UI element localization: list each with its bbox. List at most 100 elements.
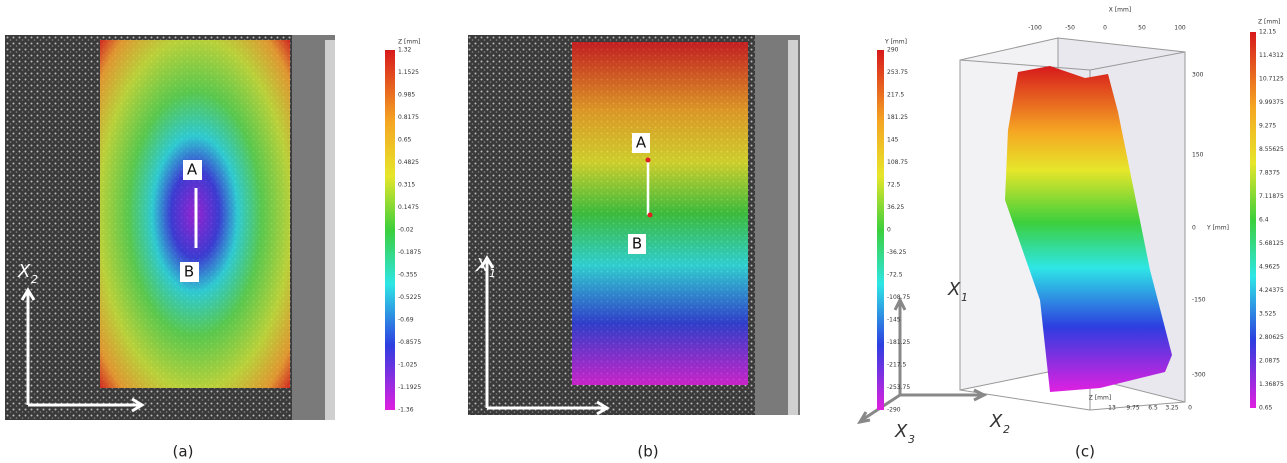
axis-subscript: 1	[489, 267, 496, 280]
panel-label: (b)	[637, 443, 658, 461]
colorbar-tick-label: 145	[887, 137, 899, 144]
colorbar-tick-label: 0.65	[1259, 405, 1273, 412]
colorbar-tick-label: 12.15	[1259, 29, 1276, 36]
colorbar-tick-label: 0.1475	[398, 204, 419, 211]
colorbar-tick-label: 4.24375	[1259, 287, 1284, 294]
colorbar-tick-label: 10.7125	[1259, 76, 1284, 83]
colorbar-tick-label: 11.4312	[1259, 52, 1284, 59]
x-tick-label: -50	[1065, 25, 1075, 32]
axis-title: Y [mm]	[1206, 225, 1229, 232]
colorbar-tick-label: 8.55625	[1259, 146, 1284, 153]
colorbar-tick-label: 181.25	[887, 114, 908, 121]
colorbar-tick-label: 7.8375	[1259, 170, 1280, 177]
axis-symbol: X	[894, 421, 908, 442]
colorbar-tick-label: -72.5	[887, 272, 903, 279]
figure: A B X 2 X 1 (a) A B X 1 X 2 (b) X [mm] Y…	[0, 0, 1287, 463]
colorbar-tick-label: -0.355	[398, 272, 418, 279]
colorbar-tick-label: 1.32	[398, 47, 412, 54]
colorbar-tick-label: 1.1525	[398, 69, 419, 76]
panel-label: (c)	[1075, 443, 1095, 461]
axis-subscript: 1	[161, 431, 168, 444]
colorbar-tick-label: 253.75	[887, 69, 908, 76]
colorbar-tick-label: -253.75	[887, 384, 910, 391]
axis-symbol: X	[947, 279, 961, 300]
colorbar	[877, 50, 884, 410]
marker-label: A	[636, 134, 647, 152]
photo-a	[5, 35, 335, 420]
z-tick-label: 3.25	[1165, 405, 1179, 412]
colorbar-tick-label: 6.4	[1259, 217, 1269, 224]
colorbar	[1250, 32, 1256, 408]
photo-b	[468, 35, 800, 415]
y-tick-label: 0	[1192, 225, 1196, 232]
y-tick-label: -150	[1192, 297, 1206, 304]
colorbar-tick-label: -0.02	[398, 227, 414, 234]
colorbar-tick-label: 7.11875	[1259, 193, 1284, 200]
axis-subscript: 3	[908, 433, 915, 446]
panel-label: (a)	[173, 443, 194, 461]
colorbar-tick-label: -0.1875	[398, 249, 421, 256]
z-tick-label: 0	[1188, 405, 1192, 412]
plot-3d	[860, 38, 1185, 422]
axis-title: Z [mm]	[1089, 395, 1111, 402]
colorbar-title: Y [mm]	[884, 39, 907, 46]
colorbar-tick-label: 0.315	[398, 182, 415, 189]
axis-subscript: 2	[625, 431, 632, 444]
marker-label: A	[187, 161, 198, 179]
colorbar-title: Z [mm]	[1258, 19, 1280, 26]
axis-symbol: X	[475, 255, 489, 276]
colorbar-tick-label: -217.5	[887, 362, 907, 369]
marker-label: B	[632, 235, 642, 253]
axis-subscript: 2	[31, 273, 38, 286]
colorbar-tick-label: 217.5	[887, 92, 904, 99]
colorbar-tick-label: 0	[887, 227, 891, 234]
colorbar-tick-label: -108.75	[887, 294, 910, 301]
x-tick-label: 100	[1174, 25, 1186, 32]
y-tick-label: -300	[1192, 372, 1206, 379]
colorbar-tick-label: 4.9625	[1259, 264, 1280, 271]
colorbar-tick-label: -181.25	[887, 339, 910, 346]
x-tick-label: 0	[1103, 25, 1107, 32]
colorbar-tick-label: 72.5	[887, 182, 901, 189]
y-tick-label: 300	[1192, 72, 1204, 79]
colorbar-tick-label: 2.80625	[1259, 334, 1284, 341]
colorbar-tick-label: -36.25	[887, 249, 907, 256]
colorbar-tick-label: -0.8575	[398, 339, 421, 346]
colorbar-title: Z [mm]	[398, 39, 420, 46]
axis-symbol: X	[989, 411, 1003, 432]
z-tick-label: 9.75	[1126, 405, 1140, 412]
colorbar-tick-label: 9.275	[1259, 123, 1276, 130]
colorbar-tick-label: -0.69	[398, 317, 414, 324]
colorbar-tick-label: 3.525	[1259, 311, 1276, 318]
x-tick-label: 50	[1138, 25, 1146, 32]
marker-label: B	[184, 263, 194, 281]
colorbar-tick-label: 0.985	[398, 92, 415, 99]
colorbar-tick-label: 0.4825	[398, 159, 419, 166]
x-tick-label: -100	[1028, 25, 1042, 32]
y-tick-label: 150	[1192, 152, 1204, 159]
colorbar-tick-label: -1.025	[398, 362, 418, 369]
colorbar-tick-label: 1.36875	[1259, 381, 1284, 388]
colorbar-tick-label: -290	[887, 407, 901, 414]
colorbar-tick-label: -1.36	[398, 407, 414, 414]
z-tick-label: 13	[1108, 405, 1116, 412]
axis-symbol: X	[147, 419, 161, 440]
colorbar-tick-label: 290	[887, 47, 899, 54]
colorbar-tick-label: -145	[887, 317, 901, 324]
axis-subscript: 1	[961, 291, 968, 304]
colorbar-tick-label: 5.68125	[1259, 240, 1284, 247]
colorbar-tick-label: 9.99375	[1259, 99, 1284, 106]
axis-title: X [mm]	[1109, 7, 1131, 14]
colorbar-tick-label: 108.75	[887, 159, 908, 166]
colorbar	[385, 50, 395, 410]
colorbar-tick-label: -1.1925	[398, 384, 421, 391]
colorbar-tick-label: 0.8175	[398, 114, 419, 121]
axis-symbol: X	[611, 419, 625, 440]
colorbar-tick-label: 36.25	[887, 204, 904, 211]
z-tick-label: 6.5	[1148, 405, 1158, 412]
colorbar-tick-label: 0.65	[398, 137, 412, 144]
axis-symbol: X	[17, 261, 31, 282]
colorbar-tick-label: -0.5225	[398, 294, 421, 301]
axis-subscript: 2	[1003, 423, 1010, 436]
colorbar-tick-label: 2.0875	[1259, 358, 1280, 365]
